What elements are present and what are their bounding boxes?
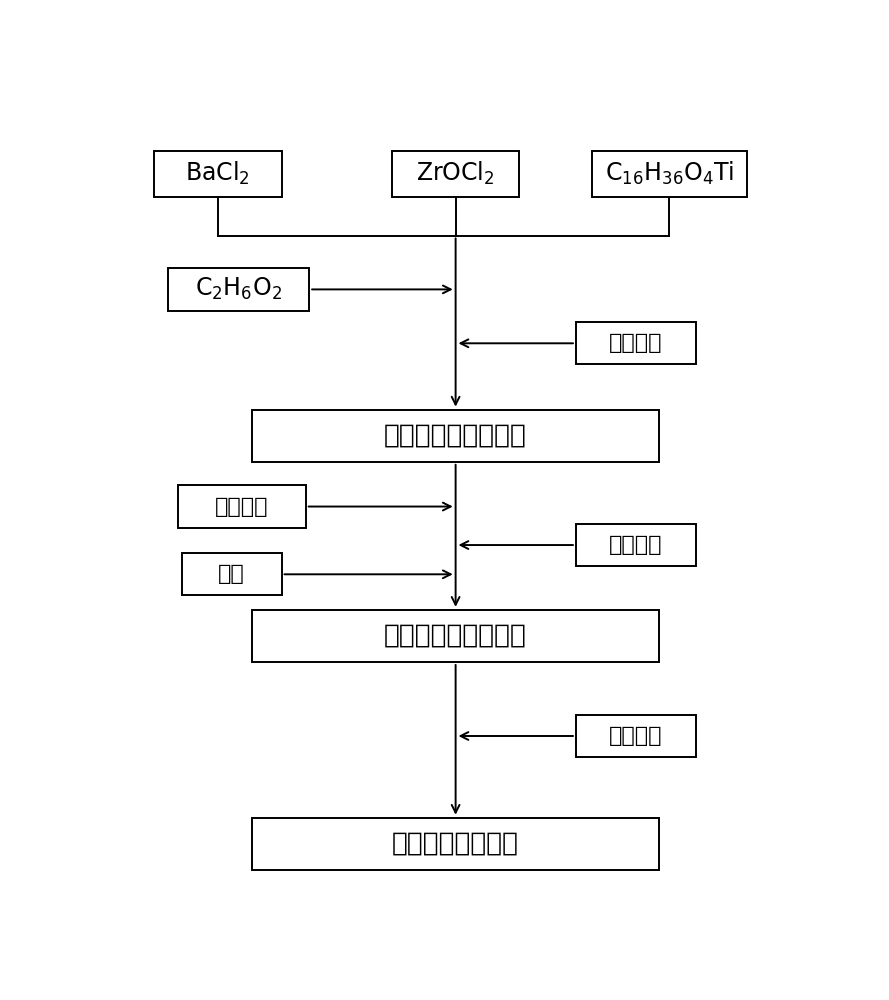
FancyBboxPatch shape (576, 524, 696, 566)
FancyBboxPatch shape (392, 151, 519, 197)
Text: 强碱溶液: 强碱溶液 (609, 333, 663, 353)
FancyBboxPatch shape (168, 268, 309, 311)
Text: 高温煅烧: 高温煅烧 (609, 726, 663, 746)
Text: 锆钛酸钡纳米材料: 锆钛酸钡纳米材料 (392, 831, 519, 857)
Text: BaCl$_2$: BaCl$_2$ (186, 160, 251, 188)
FancyBboxPatch shape (154, 151, 282, 197)
FancyBboxPatch shape (252, 610, 659, 662)
Text: ZrOCl$_2$: ZrOCl$_2$ (416, 160, 495, 188)
FancyBboxPatch shape (252, 410, 659, 462)
FancyBboxPatch shape (179, 485, 306, 528)
Text: C$_{16}$H$_{36}$O$_4$Ti: C$_{16}$H$_{36}$O$_4$Ti (605, 160, 733, 188)
FancyBboxPatch shape (181, 553, 282, 595)
FancyBboxPatch shape (576, 715, 696, 757)
FancyBboxPatch shape (252, 818, 659, 870)
FancyBboxPatch shape (576, 322, 696, 364)
Text: 锆钛酸钡前驱体粉末: 锆钛酸钡前驱体粉末 (384, 623, 527, 649)
Text: C$_2$H$_6$O$_2$: C$_2$H$_6$O$_2$ (195, 276, 282, 302)
Text: 烘干: 烘干 (219, 564, 245, 584)
FancyBboxPatch shape (592, 151, 747, 197)
Text: 水洗醇洗: 水洗醇洗 (609, 535, 663, 555)
Text: 旋转蒸发: 旋转蒸发 (215, 497, 268, 517)
Text: 锆钛酸钡前驱体溶液: 锆钛酸钡前驱体溶液 (384, 423, 527, 449)
